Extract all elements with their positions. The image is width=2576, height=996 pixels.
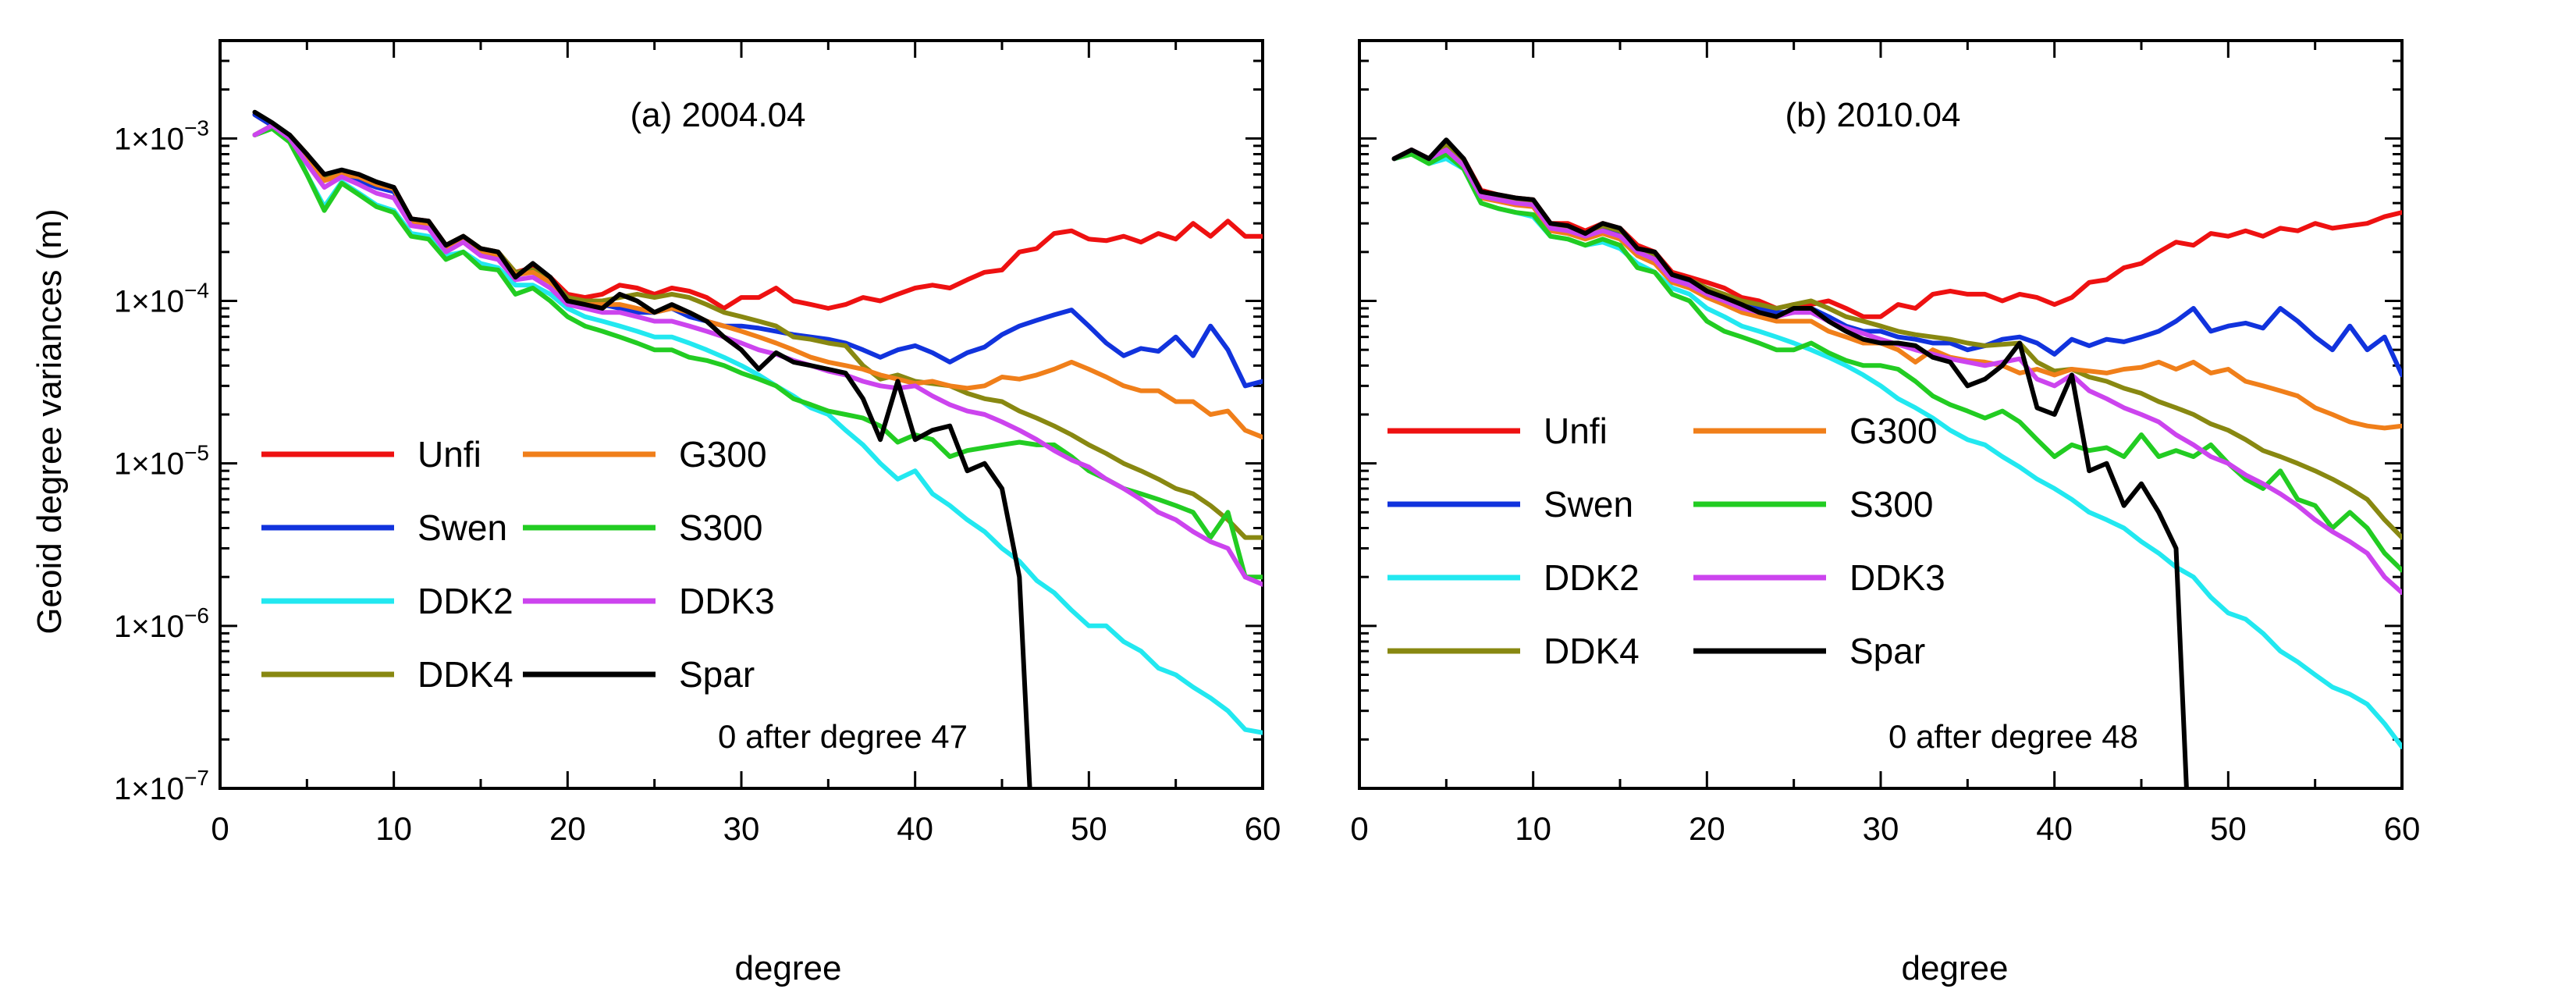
x-tick-label: 10 <box>375 810 412 847</box>
x-tick-label: 30 <box>723 810 760 847</box>
series-line-ddk2 <box>252 123 1263 735</box>
legend-label-s300: S300 <box>1849 484 1933 525</box>
x-tick-label: 0 <box>1350 810 1368 847</box>
series-line-g300 <box>252 123 1263 440</box>
x-tick-label: 30 <box>1863 810 1899 847</box>
legend-label-swen: Swen <box>417 507 507 548</box>
legend-label-g300: G300 <box>679 434 767 475</box>
series-line-spar <box>1391 137 2189 788</box>
x-tick-label: 40 <box>897 810 933 847</box>
legend-label-swen: Swen <box>1544 484 1633 525</box>
x-tick-label: 50 <box>1071 810 1107 847</box>
x-tick-label: 60 <box>2384 810 2421 847</box>
legend-label-ddk2: DDK2 <box>1544 557 1640 598</box>
panel-a: 0 10 20 30 40 50 60 1×10−7 1×10−6 1×10−5 1×10−4 1×1… <box>114 39 1281 847</box>
legend-label-spar: Spar <box>679 654 755 695</box>
x-tick-label: 20 <box>1689 810 1725 847</box>
x-tick-label: 50 <box>2210 810 2247 847</box>
x-tick-label: 10 <box>1515 810 1551 847</box>
annotation: 0 after degree 48 <box>1888 718 2138 755</box>
x-tick-label: 20 <box>549 810 586 847</box>
series-line-swen <box>252 112 1263 389</box>
series-group <box>252 109 1263 788</box>
y-tick-label: 1×10−7 <box>114 766 209 806</box>
series-group <box>1391 137 2402 788</box>
legend-label-unfi: Unfi <box>417 434 481 475</box>
panel-b: 0 10 20 30 40 50 60 (b) 2010.04 Unfi G300 Swen S300… <box>1350 39 2421 847</box>
series-line-spar <box>252 109 1032 788</box>
legend-label-ddk4: DDK4 <box>417 654 513 695</box>
legend-label-ddk4: DDK4 <box>1544 631 1640 671</box>
legend-label-ddk3: DDK3 <box>1849 557 1945 598</box>
legend-label-ddk3: DDK3 <box>679 581 775 621</box>
y-tick-label: 1×10−6 <box>114 603 209 644</box>
legend-label-spar: Spar <box>1849 631 1925 671</box>
series-line-ddk4 <box>1391 143 2402 540</box>
series-line-ddk4 <box>252 123 1263 540</box>
y-tick-label: 1×10−5 <box>114 441 209 482</box>
x-axis-label-a: degree <box>734 949 841 987</box>
y-tick-label: 1×10−4 <box>114 278 209 318</box>
y-axis-label: Geoid degree variances (m) <box>30 208 69 634</box>
x-tick-label: 40 <box>2036 810 2073 847</box>
legend-label-ddk2: DDK2 <box>417 581 513 621</box>
x-tick-label: 0 <box>211 810 229 847</box>
panel-title: (a) 2004.04 <box>630 96 805 134</box>
legend-label-s300: S300 <box>679 507 762 548</box>
x-axis-label-b: degree <box>1901 949 2008 987</box>
y-tick-label: 1×10−3 <box>114 116 209 156</box>
panel-title: (b) 2010.04 <box>1785 96 1960 134</box>
annotation: 0 after degree 47 <box>718 718 968 755</box>
series-line-swen <box>1391 143 2402 378</box>
legend-label-unfi: Unfi <box>1544 411 1608 451</box>
series-line-ddk3 <box>252 123 1263 587</box>
series-line-g300 <box>1391 148 2402 431</box>
x-tick-label: 60 <box>1245 810 1281 847</box>
legend-label-g300: G300 <box>1849 411 1938 451</box>
